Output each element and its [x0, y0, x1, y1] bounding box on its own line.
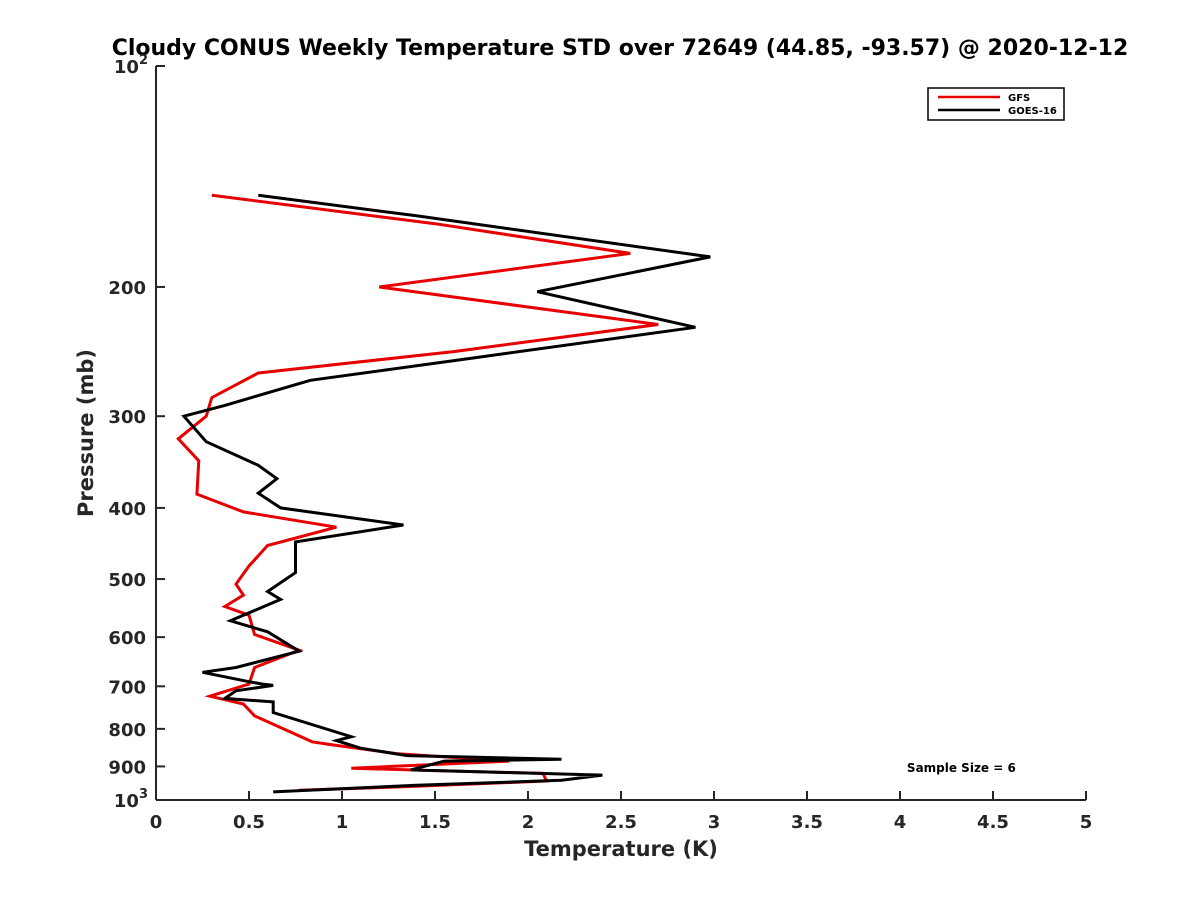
x-tick-label: 1 [336, 812, 349, 833]
x-tick-label: 4 [894, 812, 907, 833]
legend-label-goes-16: GOES-16 [1008, 106, 1057, 117]
x-tick-label: 4.5 [977, 812, 1009, 833]
x-tick-label: 0.5 [233, 812, 265, 833]
y-tick-label: 600 [108, 628, 146, 649]
y-tick-label: 300 [108, 407, 146, 428]
y-tick-label: 102 [114, 53, 148, 78]
legend-label-gfs: GFS [1008, 93, 1030, 104]
x-tick-label: 5 [1080, 812, 1093, 833]
x-axis-label: Temperature (K) [524, 837, 718, 861]
y-tick-label: 700 [108, 677, 146, 698]
chart-title: Cloudy CONUS Weekly Temperature STD over… [112, 36, 1129, 61]
x-tick-label: 2 [522, 812, 535, 833]
x-tick-label: 3.5 [791, 812, 823, 833]
legend-box [927, 87, 1065, 121]
y-tick-label: 800 [108, 720, 146, 741]
y-axis-label: Pressure (mb) [74, 349, 98, 517]
y-tick-label: 500 [108, 570, 146, 591]
x-tick-label: 3 [708, 812, 721, 833]
legend: GFS GOES-16 [927, 87, 1065, 121]
plot-area: 0 0.5 1 1.5 2 2.5 3 3.5 4 4.5 5 102 200 300 400 500 600 7… [108, 53, 1092, 833]
y-tick-label: 900 [108, 757, 146, 778]
x-tick-label: 0 [150, 812, 163, 833]
y-tick-label: 400 [108, 499, 146, 520]
y-tick-label: 200 [108, 278, 146, 299]
y-tick-label: 103 [114, 787, 148, 812]
series-line-goes-16 [181, 193, 711, 794]
x-tick-label: 2.5 [605, 812, 637, 833]
sample-size-annotation: Sample Size = 6 [907, 761, 1016, 775]
x-tick-label: 1.5 [419, 812, 451, 833]
